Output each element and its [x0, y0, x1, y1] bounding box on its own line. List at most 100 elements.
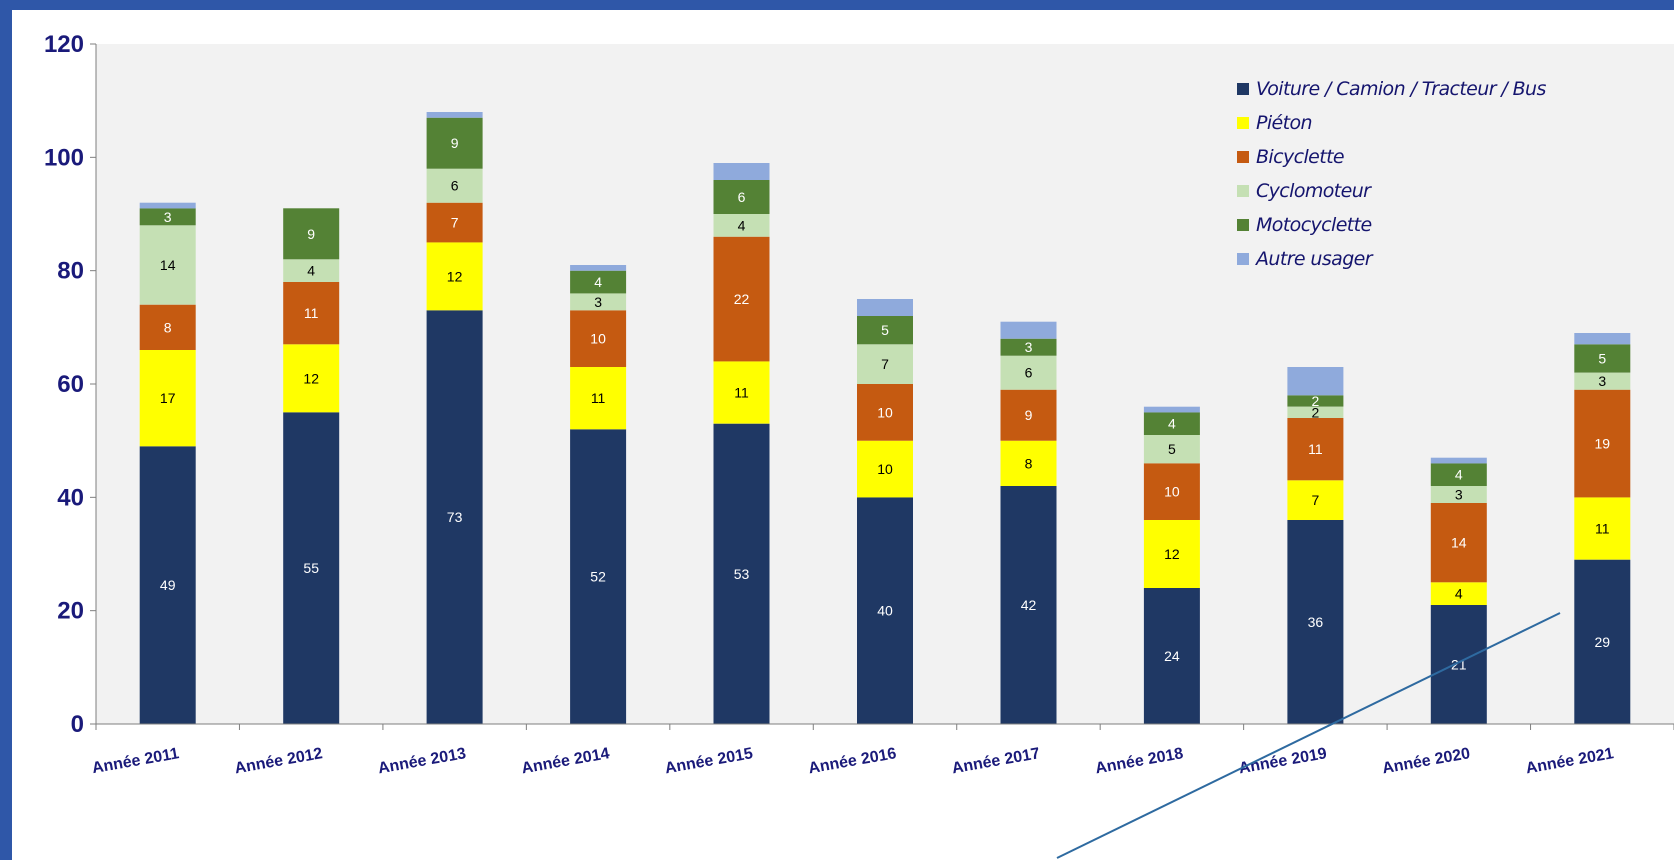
data-label: 5 [1598, 351, 1606, 367]
data-label: 40 [877, 603, 893, 619]
legend-item: Piéton [1237, 106, 1546, 140]
data-label: 3 [1025, 339, 1033, 355]
data-label: 12 [1164, 546, 1180, 562]
y-tick-label: 40 [57, 484, 84, 511]
legend-swatch [1237, 151, 1249, 163]
y-tick-label: 0 [71, 711, 84, 738]
legend-label: Autre usager [1256, 248, 1373, 270]
legend-swatch [1237, 253, 1249, 265]
bar-segment [1430, 503, 1487, 583]
bar-segment [1143, 588, 1200, 724]
bar-segment [1143, 463, 1200, 520]
legend-item: Motocyclette [1237, 208, 1546, 242]
x-category-label: Année 2013 [377, 745, 468, 777]
bar-segment [1574, 389, 1631, 498]
data-label: 11 [1308, 441, 1323, 457]
legend-swatch [1237, 83, 1249, 95]
data-label: 17 [160, 390, 176, 406]
data-label: 3 [594, 294, 602, 310]
bar-segment [139, 446, 196, 724]
x-category-label: Année 2012 [233, 745, 324, 777]
data-label: 4 [1455, 467, 1463, 483]
bar-segment [1000, 338, 1057, 356]
data-label: 36 [1308, 614, 1324, 630]
data-label: 3 [1598, 373, 1606, 389]
data-label: 11 [734, 385, 749, 401]
bar-segment [857, 299, 913, 316]
x-category-label: Année 2018 [1094, 745, 1185, 777]
data-label: 11 [1595, 521, 1610, 537]
data-label: 19 [1595, 436, 1611, 452]
data-label: 12 [303, 370, 319, 386]
bar-segment [1143, 435, 1200, 464]
legend: Voiture / Camion / Tracteur / Bus Piéton B… [1237, 72, 1546, 276]
legend-swatch [1237, 219, 1249, 231]
data-label: 42 [1021, 597, 1037, 613]
bar-segment [1287, 395, 1344, 407]
bar-segment [1143, 412, 1200, 435]
legend-swatch [1237, 185, 1249, 197]
data-label: 29 [1595, 634, 1611, 650]
data-label: 3 [164, 209, 172, 225]
data-label: 9 [451, 135, 459, 151]
bar-segment [1430, 463, 1487, 486]
bar-segment [857, 497, 913, 724]
data-label: 14 [160, 257, 176, 273]
bar-segment [283, 412, 340, 724]
data-label: 9 [307, 226, 315, 242]
y-tick-label: 100 [44, 144, 84, 171]
data-label: 14 [1451, 535, 1467, 551]
bar-segment [426, 117, 483, 169]
bar-segment [1574, 333, 1631, 345]
legend-item: Autre usager [1237, 242, 1546, 276]
data-label: 5 [881, 322, 889, 338]
data-label: 6 [738, 189, 746, 205]
data-label: 49 [160, 577, 176, 593]
x-category-label: Année 2011 [91, 745, 181, 777]
bar-segment [426, 202, 483, 243]
bar-segment [139, 225, 196, 305]
y-tick-label: 20 [57, 598, 84, 625]
bar-segment [570, 429, 627, 724]
bar-segment [713, 163, 770, 180]
bar-segment [1430, 457, 1487, 464]
bar-segment [713, 423, 770, 724]
legend-label: Cyclomoteur [1256, 180, 1371, 202]
bar-segment [1000, 389, 1057, 441]
bar-series-group: 4917814355121149731276952111034531122464… [139, 112, 1631, 724]
bar-segment [1574, 497, 1631, 560]
bar-segment [570, 265, 627, 271]
data-label: 2 [1312, 393, 1320, 409]
bar-segment [1287, 480, 1344, 520]
data-label: 73 [447, 509, 463, 525]
data-label: 6 [1025, 365, 1033, 381]
bar-segment [139, 304, 196, 350]
legend-label: Motocyclette [1256, 214, 1372, 236]
x-category-label: Année 2016 [807, 745, 898, 777]
bar-segment [1000, 355, 1057, 390]
data-label: 11 [591, 390, 606, 406]
bar-segment [570, 310, 627, 367]
bar-segment [570, 270, 627, 294]
data-label: 52 [590, 569, 606, 585]
bar-segment [283, 259, 340, 282]
legend-label: Bicyclette [1256, 146, 1345, 168]
chart-frame: 49 17 8 14 3 55 12 11 4 9 73 12 7 6 9 52 11 10 3 4 53 11 22 4 6 4… [12, 10, 1674, 860]
bar-segment [713, 180, 770, 214]
data-label: 4 [1455, 586, 1463, 602]
bar-segment [426, 168, 483, 203]
bar-segment [1287, 406, 1344, 418]
bar-segment [1430, 582, 1487, 605]
x-category-label: Année 2014 [520, 745, 611, 777]
data-label: 3 [1455, 487, 1463, 503]
data-label: 7 [1312, 492, 1320, 508]
data-label: 4 [594, 274, 602, 290]
bar-segment [1000, 440, 1057, 486]
legend-item: Voiture / Camion / Tracteur / Bus [1237, 72, 1546, 106]
data-label: 22 [734, 291, 750, 307]
bar-segment [1574, 344, 1631, 373]
bar-segment [1287, 418, 1344, 481]
bar-segment [139, 208, 196, 226]
bar-segment [1143, 406, 1200, 413]
bar-segment [139, 202, 196, 209]
